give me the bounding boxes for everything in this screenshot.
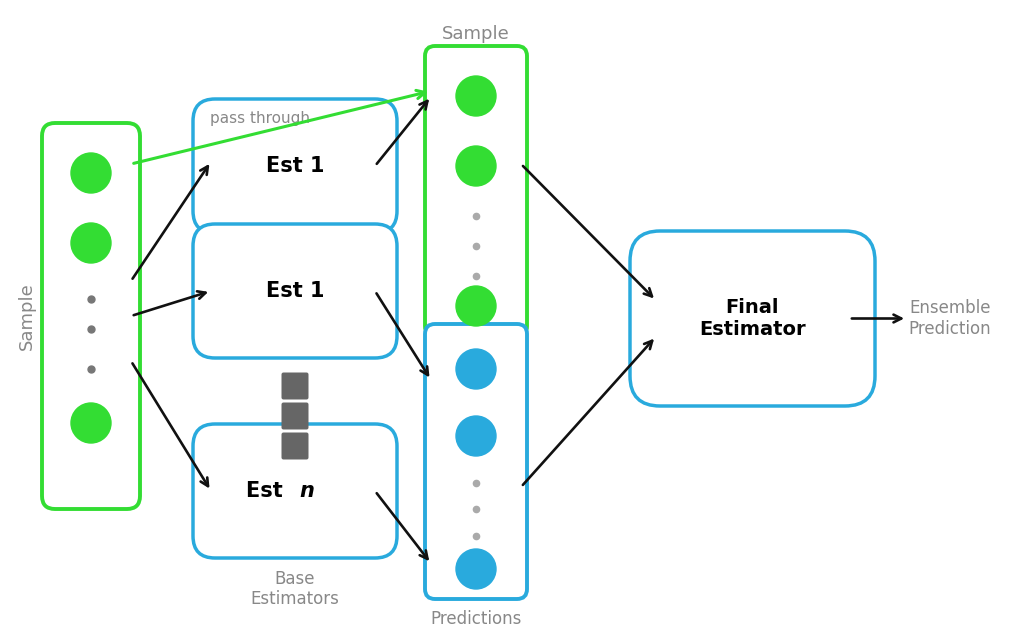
FancyBboxPatch shape: [193, 99, 397, 233]
Text: Est 1: Est 1: [266, 156, 325, 176]
Text: Predictions: Predictions: [430, 610, 521, 628]
FancyBboxPatch shape: [630, 231, 874, 406]
Text: n: n: [300, 481, 314, 501]
Circle shape: [71, 153, 111, 193]
Circle shape: [456, 349, 496, 389]
FancyBboxPatch shape: [425, 324, 527, 599]
Circle shape: [71, 403, 111, 443]
Circle shape: [456, 146, 496, 186]
FancyBboxPatch shape: [425, 46, 527, 336]
Text: Est: Est: [246, 481, 290, 501]
FancyBboxPatch shape: [282, 372, 308, 399]
Text: Final
Estimator: Final Estimator: [699, 298, 806, 339]
Text: Sample: Sample: [442, 25, 510, 43]
FancyBboxPatch shape: [42, 123, 140, 509]
Circle shape: [456, 286, 496, 326]
Text: Ensemble
Prediction: Ensemble Prediction: [908, 299, 991, 338]
Circle shape: [456, 549, 496, 589]
Circle shape: [71, 223, 111, 263]
Text: Sample: Sample: [18, 282, 36, 350]
Text: Base
Estimators: Base Estimators: [251, 570, 339, 608]
Circle shape: [456, 416, 496, 456]
FancyBboxPatch shape: [282, 403, 308, 429]
FancyBboxPatch shape: [282, 433, 308, 460]
Circle shape: [456, 76, 496, 116]
FancyBboxPatch shape: [193, 224, 397, 358]
FancyBboxPatch shape: [193, 424, 397, 558]
Text: pass through: pass through: [210, 111, 310, 126]
Text: Est 1: Est 1: [266, 281, 325, 301]
